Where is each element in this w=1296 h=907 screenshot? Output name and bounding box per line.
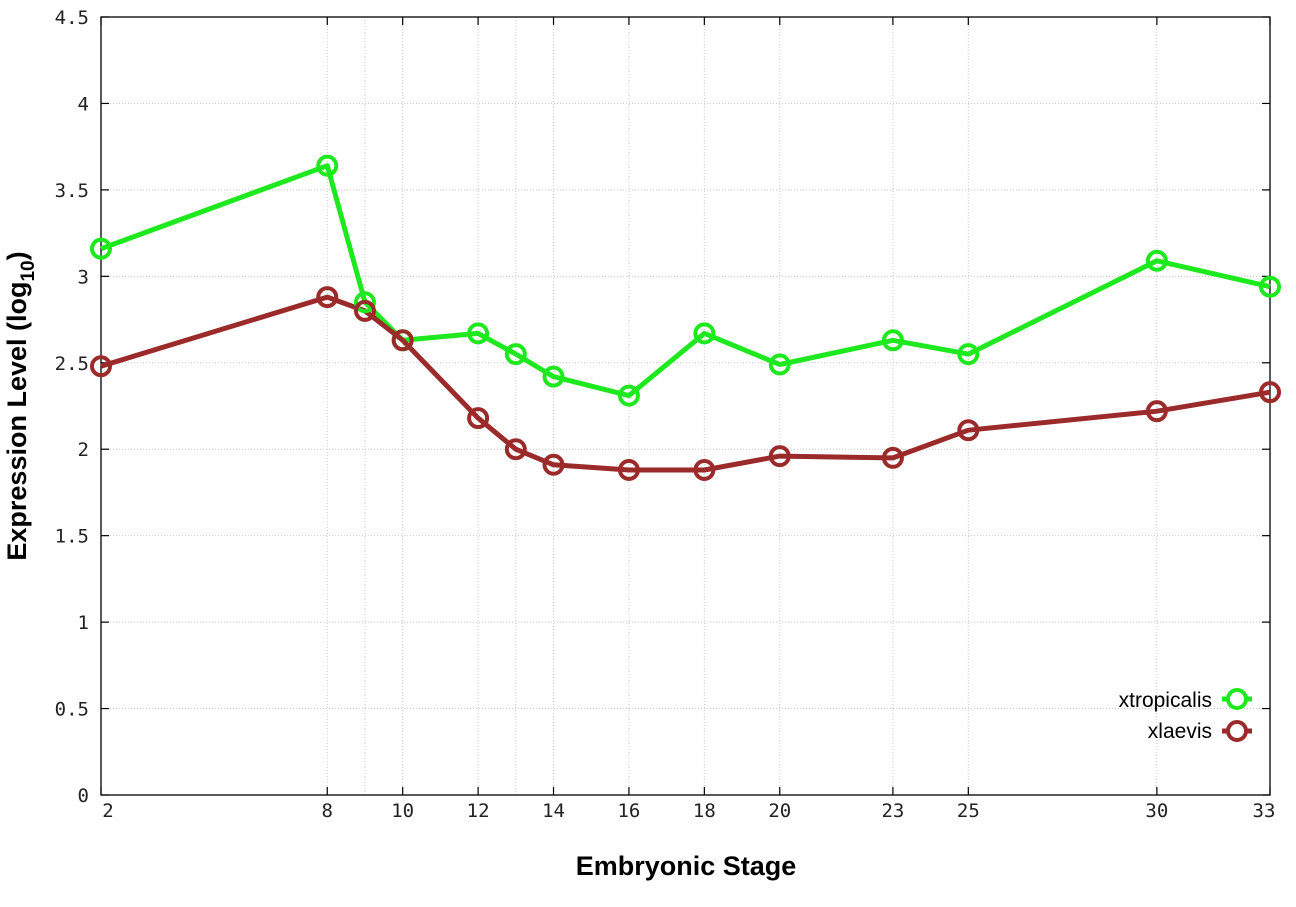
data-point-xlaevis <box>1145 400 1168 423</box>
data-point-xtropicalis <box>957 343 980 366</box>
data-point-xtropicalis <box>353 291 376 314</box>
x-tick-label: 33 <box>1253 800 1276 822</box>
axis-ticks: 2 8 10 12 14 16 18 20 23 25 30 33 0 0.5 1 1.5 2 2.5 3 3.5 4 4… <box>55 7 1276 822</box>
data-point-xlaevis <box>542 453 565 476</box>
y-axis-title-end: ) <box>2 251 32 260</box>
data-point-xlaevis <box>391 329 414 352</box>
y-tick-label: 0 <box>78 785 89 807</box>
y-axis-title: Expression Level (log10) <box>2 251 39 560</box>
y-tick-label: 3 <box>78 266 89 288</box>
y-tick-label: 1 <box>78 612 89 634</box>
data-point-xlaevis <box>90 355 112 378</box>
data-point-xtropicalis <box>1259 275 1281 298</box>
data-point-xtropicalis <box>768 353 791 376</box>
y-axis-title-main: Expression Level (log <box>2 282 32 561</box>
y-tick-label: 2.5 <box>55 353 89 375</box>
y-tick-label: 1.5 <box>55 526 89 548</box>
data-point-xlaevis <box>617 458 640 481</box>
data-point-xtropicalis <box>881 329 904 352</box>
data-point-xlaevis <box>504 438 527 461</box>
data-point-xlaevis <box>881 446 904 469</box>
x-tick-label: 20 <box>768 800 791 822</box>
x-tick-label: 14 <box>542 800 565 822</box>
legend-marker-xlaevis <box>1226 720 1248 742</box>
y-tick-label: 3.5 <box>55 180 89 202</box>
x-axis-title: Embryonic Stage <box>576 851 797 881</box>
x-tick-label: 10 <box>391 800 414 822</box>
y-axis-title-subscript: 10 <box>18 260 39 281</box>
y-tick-label: 4 <box>78 93 89 115</box>
data-point-xtropicalis <box>467 322 490 345</box>
x-tick-label: 2 <box>102 800 113 822</box>
legend-label-xtropicalis: xtropicalis <box>1119 689 1212 712</box>
grid-lines <box>100 16 1271 796</box>
x-tick-label: 23 <box>881 800 904 822</box>
y-tick-label: 4.5 <box>55 7 89 29</box>
data-point-xlaevis <box>693 458 716 481</box>
x-tick-label: 16 <box>617 800 640 822</box>
data-point-xlaevis <box>316 286 339 309</box>
x-tick-label: 18 <box>693 800 716 822</box>
series-line-xtropicalis <box>100 163 1271 399</box>
plot-frame <box>100 16 1271 796</box>
data-point-xlaevis <box>768 445 791 468</box>
legend-marker-xtropicalis <box>1226 688 1248 710</box>
series-group <box>90 154 1281 481</box>
legend: xtropicalis xlaevis <box>1119 688 1252 743</box>
data-point-xlaevis <box>1259 381 1281 404</box>
data-point-xtropicalis <box>693 322 716 345</box>
data-point-xtropicalis <box>90 237 112 260</box>
x-tick-label: 8 <box>322 800 333 822</box>
data-point-xlaevis <box>467 407 490 430</box>
data-point-xtropicalis <box>316 154 339 177</box>
y-tick-label: 2 <box>78 439 89 461</box>
x-tick-label: 12 <box>467 800 490 822</box>
legend-label-xlaevis: xlaevis <box>1148 720 1212 743</box>
data-point-xlaevis <box>957 419 980 442</box>
data-point-xtropicalis <box>542 365 565 388</box>
series-line-xlaevis <box>100 294 1271 473</box>
x-tick-label: 30 <box>1145 800 1168 822</box>
data-point-xtropicalis <box>617 384 640 407</box>
data-point-xtropicalis <box>504 343 527 366</box>
y-tick-label: 0.5 <box>55 699 89 721</box>
x-tick-label: 25 <box>957 800 980 822</box>
data-point-xlaevis <box>353 299 376 322</box>
data-point-xtropicalis <box>1145 249 1168 272</box>
